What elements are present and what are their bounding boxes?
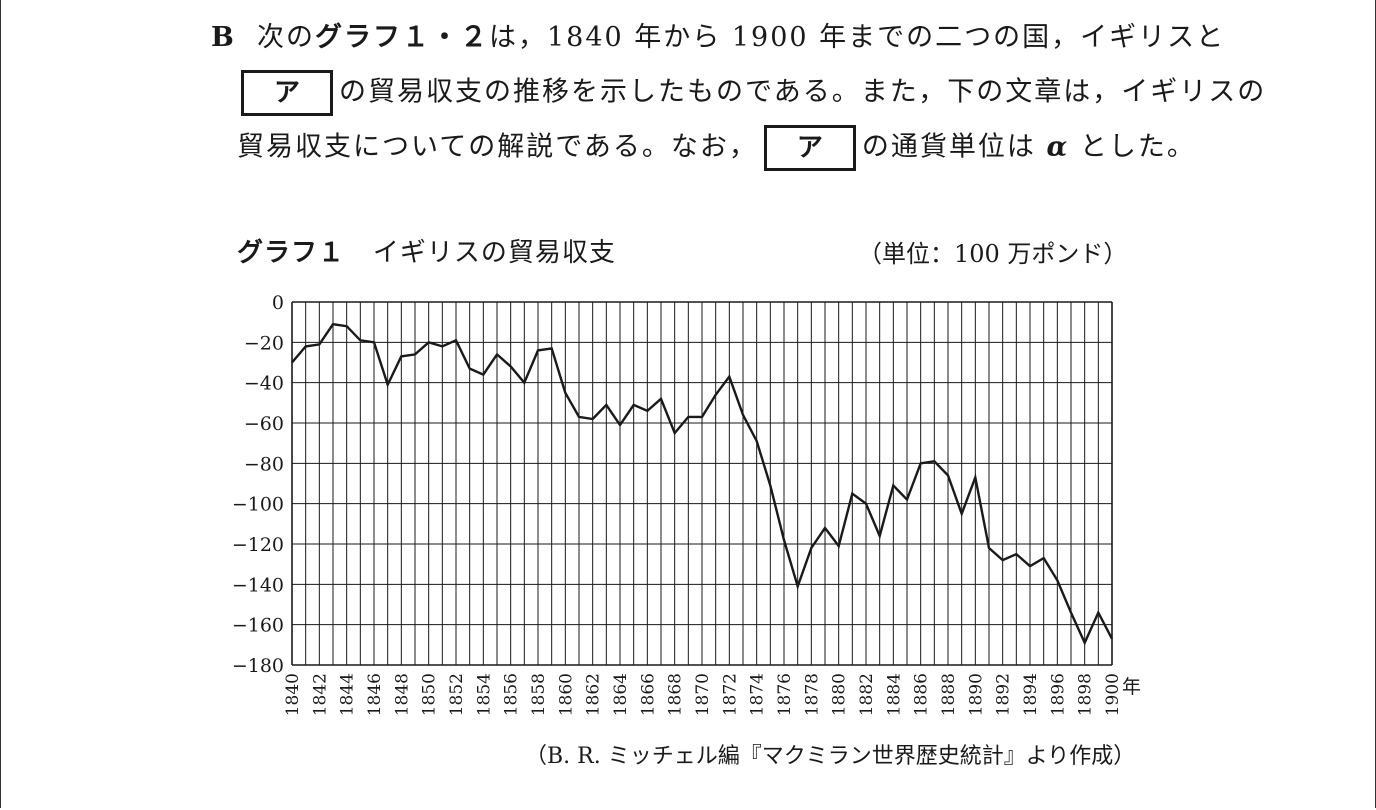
x-tick-label: 1886 [912,673,932,716]
y-tick-label: −100 [232,494,284,516]
x-tick-label: 1898 [1076,673,1096,716]
currency-symbol-alpha: α [1046,131,1070,163]
question-line-2: アの貿易収支の推移を示したものである。また，下の文章は，イギリスの [241,70,1266,116]
graph-reference: グラフ１・２ [315,22,489,53]
x-tick-label: 1842 [310,673,330,716]
trade-balance-line [291,322,1114,646]
question-line-3-post: とした。 [1079,131,1196,163]
x-tick-label: 1876 [775,673,795,716]
question-line-3-mid: の通貨単位は [861,131,1036,163]
answer-box-a[interactable]: ア [241,70,333,116]
y-tick-label: −60 [244,413,284,435]
answer-box-a-2[interactable]: ア [763,125,856,171]
x-tick-label: 1864 [611,673,631,716]
x-tick-label: 1848 [392,673,412,716]
question-line-2-text: の貿易収支の推移を示したものである。また，下の文章は，イギリスの [339,76,1267,108]
chart-grid [291,301,1113,666]
x-tick-label: 1880 [830,673,850,716]
x-tick-label: 1850 [420,673,440,716]
chart-series [291,322,1114,646]
x-tick-label: 1858 [529,673,549,716]
chart-title: イギリスの貿易収支 [372,238,616,268]
y-tick-label: −40 [244,373,284,395]
x-tick-label: 1892 [994,673,1014,716]
x-tick-label: 1878 [802,673,822,716]
x-tick-label: 1870 [693,673,713,716]
y-tick-label: 0 [272,292,284,314]
y-tick-label: −180 [232,655,284,677]
x-tick-label: 1896 [1048,673,1068,716]
y-tick-label: −140 [232,574,284,596]
y-tick-label: −20 [244,332,284,354]
graph-label: グラフ１ [237,238,346,268]
x-axis-ticks: 1840 1842 1844 1846 1848 1850 1852 1854 1856 1858… [283,673,1123,716]
x-axis-unit-label: 年 [1122,676,1141,698]
x-tick-label: 1854 [474,673,494,716]
x-tick-label: 1872 [720,673,740,716]
x-tick-label: 1852 [447,673,467,716]
x-tick-label: 1846 [365,673,385,716]
x-tick-label: 1900 [1103,673,1123,716]
x-tick-label: 1884 [884,673,904,716]
x-tick-label: 1888 [939,673,959,716]
y-tick-label: −160 [232,615,284,637]
graph-heading: グラフ１ イギリスの貿易収支 [237,232,616,269]
y-axis-ticks: 0 −20 −40 −60 −80 −100 −120 −140 −160 −180 [232,292,284,677]
chart-unit-label: （単位：100 万ポンド） [858,240,1128,268]
x-tick-label: 1890 [966,673,986,716]
question-label: B [211,22,236,53]
question-line-3-pre: 貿易収支についての解説である。なお， [237,131,758,163]
x-tick-label: 1860 [556,673,576,716]
source-citation: （B. R. ミッチェル編『マクミラン世界歴史統計』より作成） [525,744,1136,769]
x-tick-label: 1856 [502,673,522,716]
question-line-1-pre: 次の [257,22,315,53]
x-tick-label: 1882 [857,673,877,716]
x-tick-label: 1840 [283,673,303,716]
x-tick-label: 1874 [748,673,768,716]
y-tick-label: −80 [244,453,284,475]
y-tick-label: −120 [232,534,284,556]
x-tick-label: 1868 [666,673,686,716]
x-tick-label: 1894 [1021,673,1041,716]
question-line-3: 貿易収支についての解説である。なお，アの通貨単位は α とした。 [237,125,1196,171]
question-line-1: B 次のグラフ１・２は，1840 年から 1900 年までの二つの国，イギリスと [211,20,1225,56]
x-tick-label: 1862 [584,673,604,716]
question-line-1-post: は，1840 年から 1900 年までの二つの国，イギリスと [489,22,1226,53]
x-tick-label: 1844 [338,673,358,716]
x-tick-label: 1866 [638,673,658,716]
